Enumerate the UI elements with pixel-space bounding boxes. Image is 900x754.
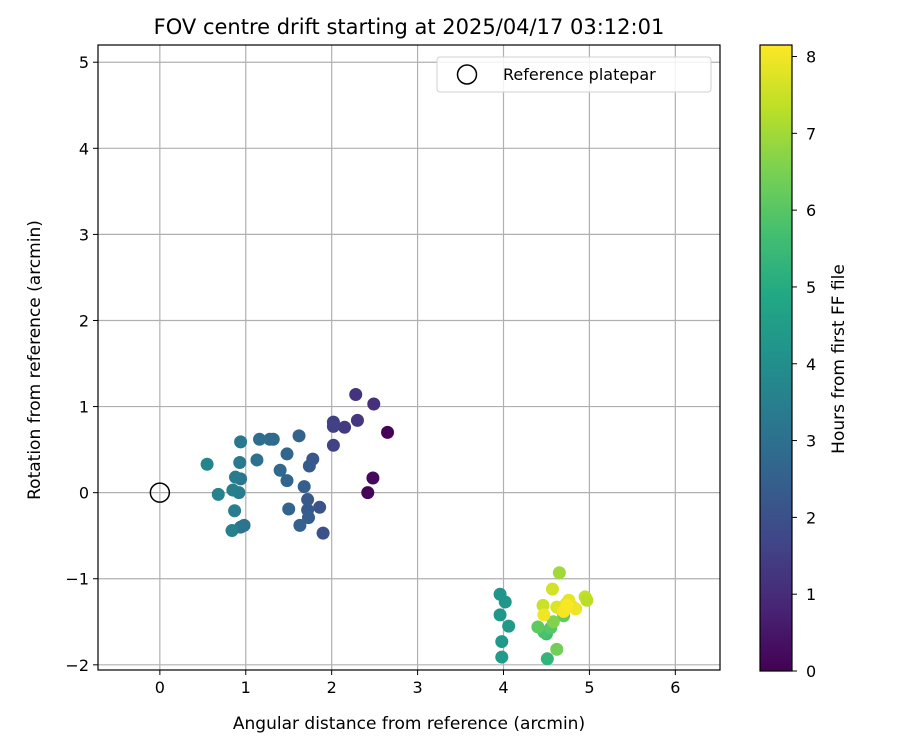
scatter-point	[234, 435, 248, 449]
scatter-point	[550, 642, 564, 656]
scatter-point	[316, 526, 330, 540]
scatter-point	[280, 474, 294, 488]
scatter-point	[233, 456, 247, 470]
x-tick-label: 5	[584, 678, 594, 697]
colorbar-tick-label: 2	[806, 508, 816, 527]
colorbar-label: Hours from first FF file	[829, 264, 849, 454]
colorbar-tick-label: 8	[806, 48, 816, 67]
scatter-point	[560, 598, 574, 612]
scatter-point	[326, 419, 340, 433]
scatter-point	[313, 500, 327, 514]
colorbar-tick-label: 3	[806, 432, 816, 451]
axes: 0 1 2 3 4 5 6 −2 −1 0 1 2 3 4 5	[65, 44, 721, 697]
colorbar-tick-label: 4	[806, 355, 816, 374]
legend-label: Reference platepar	[503, 65, 656, 84]
scatter-point	[200, 457, 214, 471]
scatter-point	[502, 619, 516, 633]
x-tick-label: 3	[412, 678, 422, 697]
y-tick-label: 5	[79, 53, 89, 72]
scatter-point	[228, 504, 242, 518]
y-tick-label: 1	[79, 398, 89, 417]
scatter-point	[280, 447, 294, 461]
y-tick-label: −1	[65, 570, 89, 589]
scatter-point	[545, 582, 559, 596]
scatter-point	[367, 397, 381, 411]
x-tick-label: 0	[155, 678, 165, 697]
scatter-point	[540, 652, 554, 666]
scatter-point	[263, 432, 277, 446]
y-tick-label: 4	[79, 139, 89, 158]
x-axis-label: Angular distance from reference (arcmin)	[233, 714, 585, 734]
scatter-point	[282, 502, 296, 516]
colorbar-tick-label: 5	[806, 278, 816, 297]
x-tick-label: 6	[670, 678, 680, 697]
scatter-point	[493, 587, 507, 601]
scatter-point	[302, 459, 316, 473]
scatter-point	[366, 471, 380, 485]
reference-platepar-marker	[149, 482, 171, 503]
colorbar-tick-label: 1	[806, 585, 816, 604]
colorbar-tick-label: 7	[806, 124, 816, 143]
scatter-point	[225, 524, 239, 538]
colorbar-gradient	[759, 44, 793, 672]
legend-marker-icon	[456, 64, 478, 85]
scatter-point	[293, 518, 307, 532]
y-tick-label: 0	[79, 484, 89, 503]
scatter-point	[495, 650, 509, 664]
scatter-point	[250, 453, 264, 467]
scatter-point	[301, 511, 315, 525]
scatter-point	[552, 566, 566, 580]
scatter-point	[338, 420, 352, 434]
y-tick-label: 2	[79, 311, 89, 330]
scatter-point	[381, 425, 395, 439]
scatter-point	[326, 438, 340, 452]
y-tick-label: −2	[65, 656, 89, 675]
scatter-point	[349, 388, 363, 402]
scatter-point	[531, 620, 545, 634]
y-axis-label: Rotation from reference (arcmin)	[25, 220, 45, 500]
chart-title: FOV centre drift starting at 2025/04/17 …	[154, 15, 665, 39]
legend: Reference platepar	[436, 56, 712, 93]
x-tick-label: 4	[498, 678, 508, 697]
scatter-points	[149, 388, 594, 666]
scatter-point	[536, 598, 550, 612]
scatter-point	[211, 487, 225, 501]
scatter-point	[495, 635, 509, 649]
colorbar-tick-label: 0	[806, 662, 816, 681]
colorbar: 0 1 2 3 4 5 6 7 8	[759, 44, 816, 681]
colorbar-tick-label: 6	[806, 201, 816, 220]
scatter-point	[546, 615, 560, 629]
legend-box	[436, 56, 712, 93]
scatter-point	[493, 608, 507, 622]
scatter-point	[361, 486, 375, 500]
scatter-point	[228, 470, 242, 484]
scatter-point	[301, 493, 315, 507]
grid	[98, 45, 720, 670]
y-tick-label: 3	[79, 225, 89, 244]
scatter-point	[297, 480, 311, 494]
scatter-point	[273, 463, 287, 477]
scatter-point	[253, 432, 267, 446]
scatter-point	[226, 483, 240, 497]
scatter-point	[580, 593, 594, 607]
x-tick-label: 2	[327, 678, 337, 697]
scatter-point	[350, 413, 364, 427]
scatter-point	[292, 429, 306, 443]
scatter-point	[537, 608, 551, 622]
plot-frame	[97, 44, 721, 671]
x-tick-label: 1	[241, 678, 251, 697]
